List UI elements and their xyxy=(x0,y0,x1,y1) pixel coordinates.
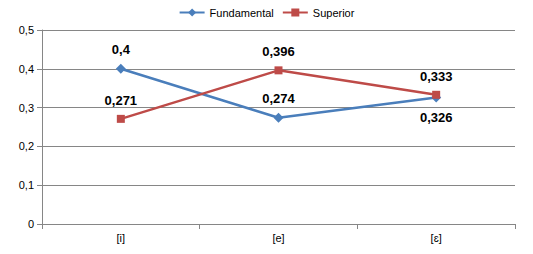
svg-text:0,333: 0,333 xyxy=(420,69,453,84)
svg-text:Superior: Superior xyxy=(313,7,355,19)
svg-text:0,326: 0,326 xyxy=(420,110,453,125)
svg-text:[e]: [e] xyxy=(272,232,284,244)
svg-text:[i]: [i] xyxy=(117,232,126,244)
svg-text:0,1: 0,1 xyxy=(19,179,34,191)
svg-text:0,396: 0,396 xyxy=(262,44,295,59)
svg-text:0,4: 0,4 xyxy=(112,42,131,57)
svg-text:0,2: 0,2 xyxy=(19,140,34,152)
svg-text:0: 0 xyxy=(28,218,34,230)
svg-text:0,274: 0,274 xyxy=(262,91,295,106)
svg-text:0,5: 0,5 xyxy=(19,24,34,36)
svg-text:0,4: 0,4 xyxy=(19,63,34,75)
svg-text:0,271: 0,271 xyxy=(105,93,138,108)
svg-text:Fundamental: Fundamental xyxy=(210,7,274,19)
svg-text:0,3: 0,3 xyxy=(19,102,34,114)
svg-text:[ɛ]: [ɛ] xyxy=(431,232,442,244)
